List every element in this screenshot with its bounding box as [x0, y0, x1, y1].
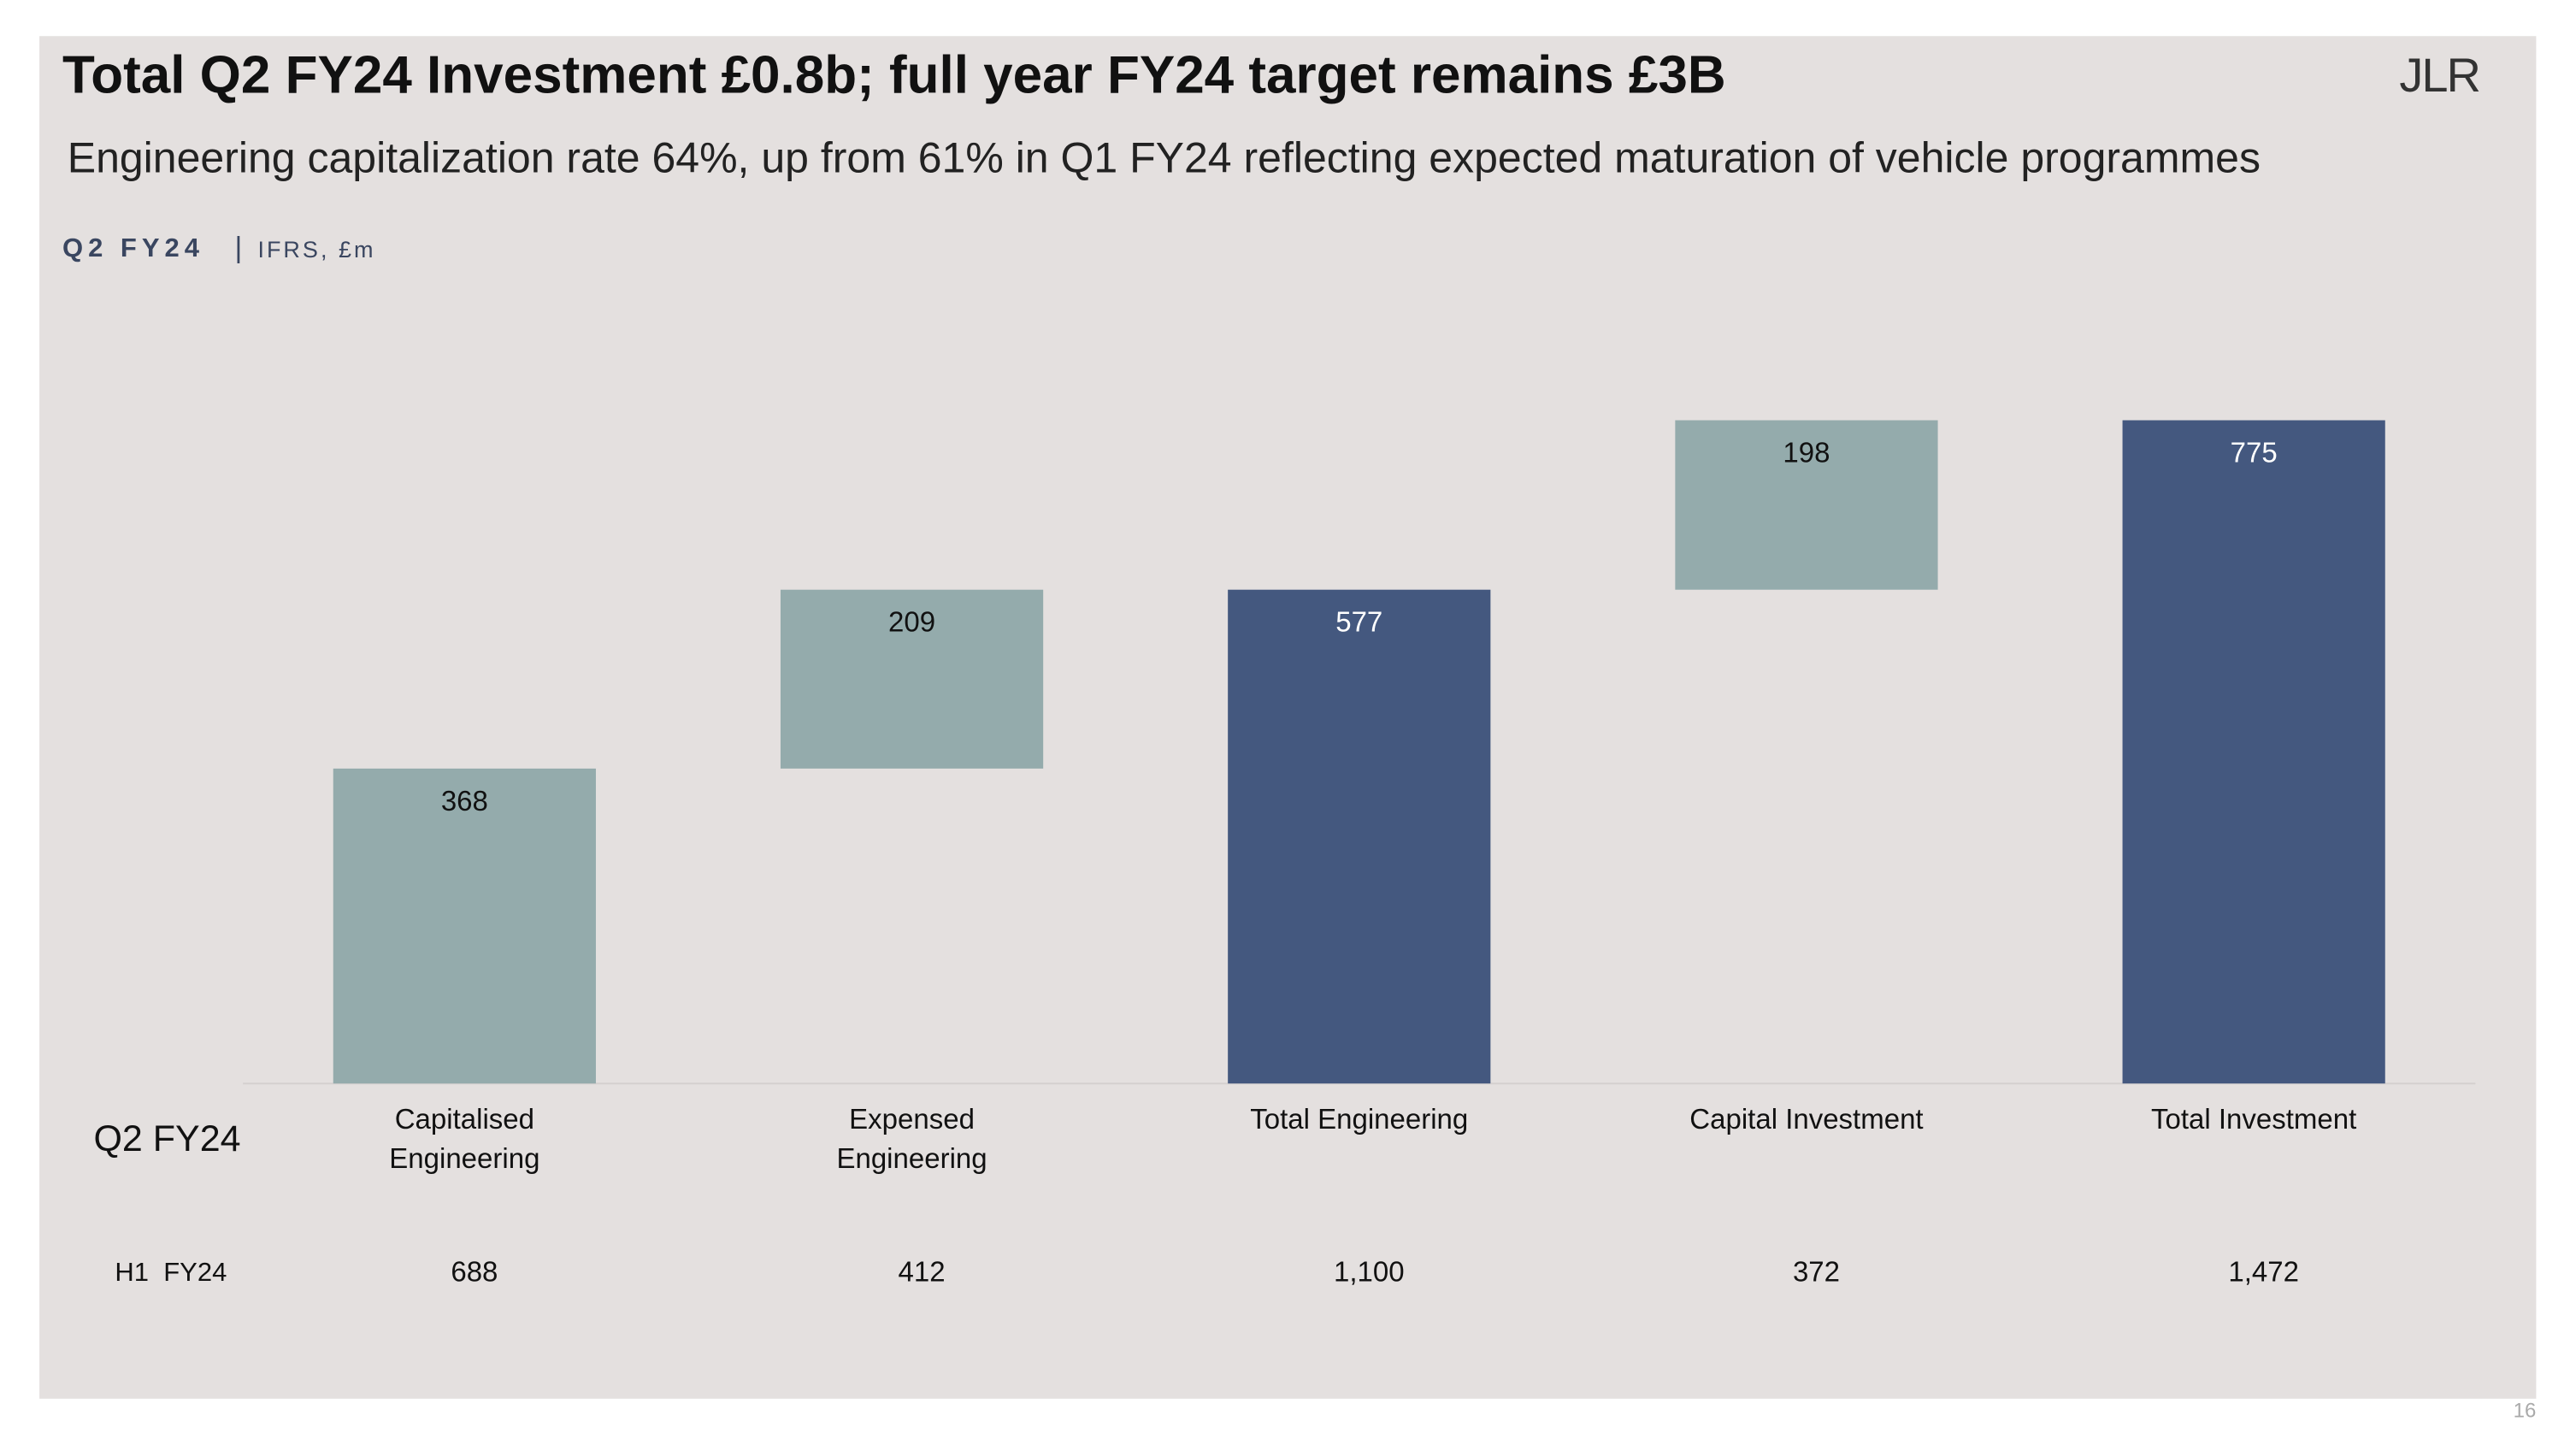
bar — [780, 589, 1044, 769]
section-divider: | — [235, 232, 243, 264]
x-tick-label: Capitalised Engineering — [389, 1103, 540, 1175]
bar — [333, 768, 596, 1084]
value-label: 209 — [888, 606, 935, 638]
x-tick-label: Expensed Engineering — [836, 1103, 987, 1175]
section-label: Q2 FY24 — [62, 233, 204, 262]
bar — [2122, 420, 2385, 1084]
page-number: 16 — [2514, 1400, 2537, 1423]
h1-label: H1 FY24 — [115, 1257, 227, 1287]
bar — [1228, 589, 1491, 1084]
units: IFRS, £m — [257, 237, 375, 262]
value-label: 368 — [441, 785, 488, 817]
title: Total Q2 FY24 Investment £0.8b; full yea… — [62, 46, 1726, 105]
h1-value: 412 — [899, 1256, 946, 1288]
value-label: 198 — [1783, 437, 1830, 469]
bar — [1675, 420, 1938, 590]
x-tick-label: Total Engineering — [1250, 1103, 1469, 1135]
h1-value: 688 — [451, 1256, 498, 1288]
value-label: 577 — [1335, 606, 1382, 638]
subtitle: Engineering capitalization rate 64%, up … — [68, 133, 2261, 181]
value-label: 775 — [2231, 437, 2278, 469]
h1-value: 1,100 — [1334, 1256, 1405, 1288]
logo: JLR — [2399, 48, 2479, 102]
h1-value: 1,472 — [2228, 1256, 2299, 1288]
row-label: Q2 FY24 — [93, 1118, 240, 1159]
x-tick-label: Total Investment — [2151, 1103, 2357, 1135]
x-tick-label: Capital Investment — [1689, 1103, 1924, 1135]
h1-value: 372 — [1793, 1256, 1840, 1288]
